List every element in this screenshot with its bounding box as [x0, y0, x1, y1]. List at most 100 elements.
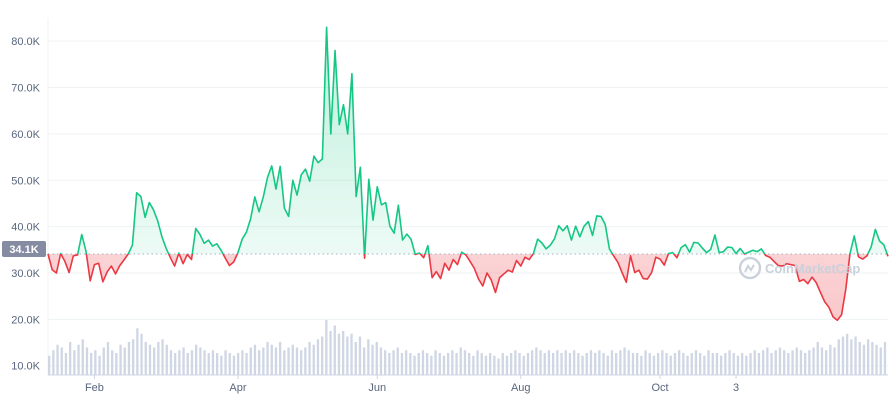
volume-bar [741, 353, 744, 375]
volume-bar [867, 339, 870, 375]
volume-bar [711, 353, 714, 375]
volume-bar [774, 350, 777, 375]
volume-bar [724, 353, 727, 375]
volume-bar [426, 353, 429, 375]
volume-bar [606, 355, 609, 375]
volume-bar [686, 355, 689, 375]
volume-bar [871, 342, 874, 375]
volume-bar [854, 336, 857, 375]
volume-bar [174, 353, 177, 375]
volume-bar [190, 350, 194, 375]
volume-bar [60, 347, 63, 375]
volume-bar [766, 347, 769, 375]
volume-bar [699, 353, 702, 375]
volume-bar [715, 353, 719, 375]
volume-bar [589, 350, 593, 375]
volume-bar [123, 347, 126, 375]
volume-bar [52, 350, 55, 375]
volume-bar [342, 331, 345, 375]
volume-bar [837, 339, 840, 375]
volume-bar [115, 353, 118, 375]
volume-bar [778, 347, 782, 375]
volume-bar [73, 350, 76, 375]
volume-bar [757, 353, 761, 375]
volume-bar [140, 333, 143, 375]
volume-bar [476, 350, 479, 375]
volume-bar [816, 342, 819, 375]
volume-bar [405, 350, 408, 375]
volume-bar [833, 347, 836, 375]
volume-bar [77, 344, 80, 375]
volume-bar [568, 353, 572, 375]
y-tick-label: 10.0K [11, 361, 40, 373]
volume-bar [505, 355, 509, 375]
volume-bar [799, 350, 803, 375]
volume-bar [85, 347, 89, 375]
volume-bar [346, 336, 349, 375]
volume-bar [127, 342, 131, 375]
volume-bar [438, 353, 441, 375]
volume-bar [274, 347, 278, 375]
volume-bar [262, 347, 265, 375]
volume-bar [522, 355, 525, 375]
volume-bar [266, 342, 269, 375]
volume-bar [669, 355, 672, 375]
volume-bar [694, 350, 698, 375]
volume-bar [270, 344, 273, 375]
volume-bar [119, 344, 122, 375]
volume-bar [468, 353, 471, 375]
volume-bar [228, 353, 231, 375]
volume-bar [858, 342, 861, 375]
volume-bar [384, 350, 387, 375]
volume-bar [300, 350, 303, 375]
volume-bar [480, 353, 483, 375]
volume-bar [253, 344, 257, 375]
volume-bar [728, 350, 731, 375]
volume-bar [207, 353, 210, 375]
volume-bar [829, 344, 832, 375]
volume-bar [879, 347, 882, 375]
volume-bar [812, 347, 815, 375]
volume-bar [543, 353, 546, 375]
x-tick-label: Apr [229, 382, 246, 394]
volume-bar [442, 355, 446, 375]
volume-bar [295, 347, 299, 375]
volume-bar [762, 350, 765, 375]
volume-bar [308, 342, 311, 375]
volume-bar [652, 355, 656, 375]
volume-bar [753, 350, 756, 375]
volume-bar [220, 355, 223, 375]
coinmarketcap-logo-icon [738, 256, 762, 280]
volume-bar [165, 344, 168, 375]
volume-bar [472, 355, 475, 375]
volume-bar [661, 350, 664, 375]
price-line-above-reference [47, 26, 889, 254]
price-area-fill [48, 27, 888, 321]
volume-bar [459, 347, 462, 375]
volume-bar [186, 353, 189, 375]
volume-bar [631, 353, 635, 375]
volume-bar [682, 353, 685, 375]
volume-bar [808, 350, 811, 375]
volume-bar [862, 344, 866, 375]
x-tick-label: Aug [511, 382, 531, 394]
y-tick-label: 40.0K [11, 222, 40, 234]
volume-bar [241, 350, 244, 375]
volume-bar [258, 350, 261, 375]
volume-bar [144, 342, 147, 375]
volume-bar [518, 353, 521, 375]
volume-bar [237, 353, 240, 375]
y-tick-label: 20.0K [11, 314, 40, 326]
volume-bar [153, 347, 156, 375]
volume-bar [333, 325, 336, 375]
volume-bar [594, 353, 597, 375]
volume-bar [745, 355, 748, 375]
volume-bar [203, 350, 206, 375]
volume-bar [321, 336, 324, 375]
volume-bar [552, 353, 555, 375]
volume-bar [787, 353, 790, 375]
volume-bar [132, 339, 135, 375]
volume-bar [678, 350, 681, 375]
volume-bar [102, 347, 105, 375]
